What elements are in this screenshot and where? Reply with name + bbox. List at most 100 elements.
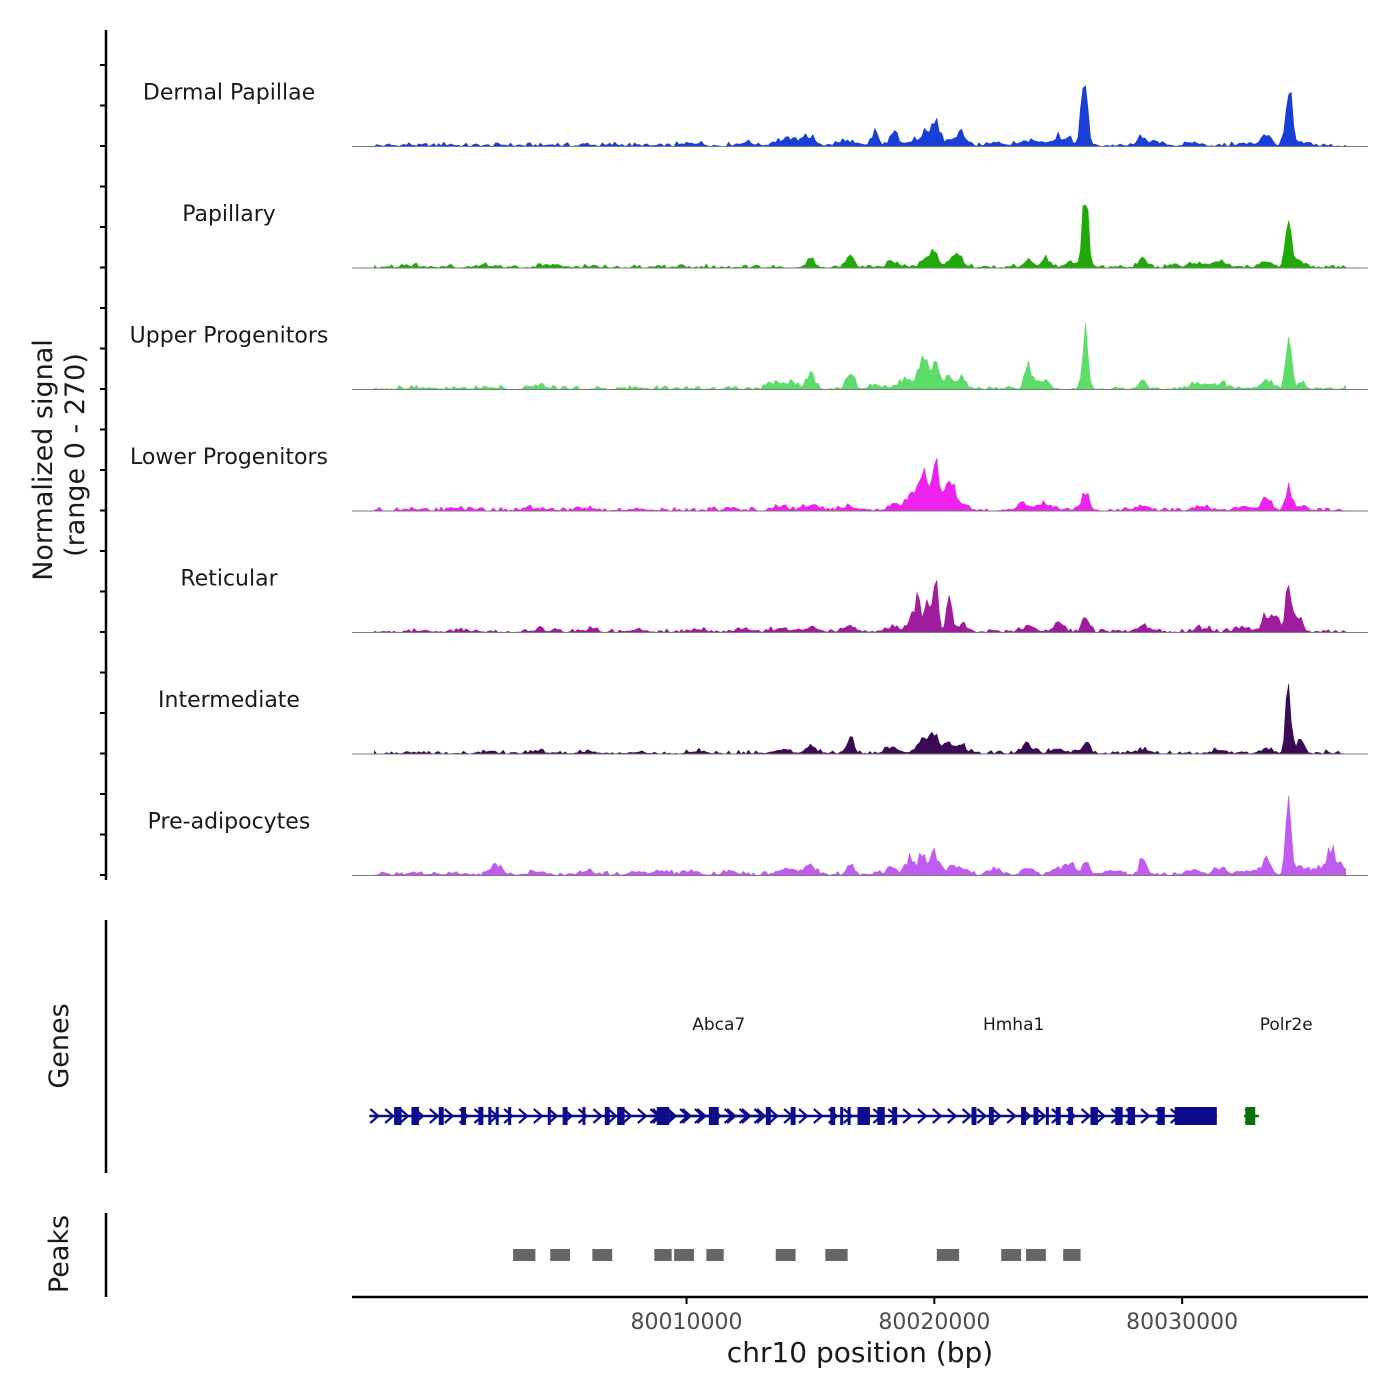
gene-label-hmha1: Hmha1 — [983, 1015, 1044, 1035]
signal-area-5 — [374, 580, 1346, 633]
exon — [1090, 1107, 1098, 1125]
track-label-6: Intermediate — [158, 688, 300, 713]
gene-label-abca7: Abca7 — [692, 1015, 745, 1035]
exon — [892, 1107, 898, 1125]
exon — [547, 1107, 551, 1125]
exon — [708, 1107, 719, 1125]
x-tick-label: 80010000 — [631, 1310, 743, 1335]
exon — [562, 1107, 568, 1125]
y-axis-title: Normalized signal — [28, 339, 59, 581]
exon — [1068, 1107, 1074, 1125]
strand-arrow — [547, 1108, 559, 1124]
exon — [411, 1107, 419, 1125]
exon — [988, 1107, 994, 1125]
x-axis-title: chr10 position (bp) — [727, 1336, 993, 1369]
exon — [394, 1107, 402, 1125]
x-tick-label: 80020000 — [878, 1310, 990, 1335]
signal-area-7 — [374, 795, 1346, 876]
strand-arrow — [723, 1108, 735, 1124]
exon — [478, 1107, 484, 1125]
track-label-2: Papillary — [182, 202, 276, 227]
exon — [617, 1107, 625, 1125]
strand-arrow — [842, 1108, 854, 1124]
strand-arrow — [813, 1108, 824, 1124]
strand-arrow — [961, 1108, 973, 1124]
exon — [1045, 1107, 1049, 1125]
strand-arrow — [976, 1108, 988, 1124]
exon — [1127, 1107, 1136, 1125]
peak-region — [1063, 1249, 1081, 1261]
peak-region — [654, 1249, 672, 1261]
strand-arrow — [443, 1108, 455, 1124]
exon — [1115, 1107, 1123, 1125]
strand-arrow — [503, 1108, 514, 1124]
exon — [488, 1107, 492, 1125]
exon — [508, 1107, 512, 1125]
track-label-4: Lower Progenitors — [130, 445, 328, 470]
strand-arrow — [694, 1108, 705, 1124]
strand-arrow — [429, 1108, 440, 1124]
peak-region — [550, 1249, 571, 1261]
strand-arrow — [592, 1108, 603, 1124]
peak-region — [936, 1249, 960, 1261]
exon — [461, 1107, 466, 1125]
exon — [840, 1107, 844, 1125]
genes-track-title: Genes — [44, 1003, 75, 1088]
strand-arrow — [991, 1108, 1002, 1124]
strand-arrow — [607, 1108, 618, 1124]
signal-area-4 — [374, 458, 1346, 512]
axes: 80010000 80020000 80030000 — [100, 30, 1368, 1335]
strand-arrow — [798, 1108, 809, 1124]
exon — [656, 1107, 670, 1125]
exon — [1033, 1107, 1039, 1125]
exon — [790, 1107, 796, 1125]
strand-arrow — [738, 1108, 750, 1124]
peak-region — [674, 1249, 694, 1261]
strand-arrow — [768, 1108, 779, 1124]
exon — [1174, 1107, 1217, 1125]
peak-region — [706, 1249, 724, 1261]
peak-region — [1001, 1249, 1022, 1261]
exon — [582, 1107, 586, 1125]
strand-arrow — [1080, 1108, 1092, 1124]
peak-track — [513, 1249, 1081, 1261]
peak-region — [825, 1249, 848, 1261]
signal-area-1 — [374, 85, 1346, 147]
strand-arrow — [637, 1108, 648, 1124]
y-axis-title-range: (range 0 - 270) — [60, 353, 91, 557]
x-tick-label: 80030000 — [1126, 1310, 1238, 1335]
signal-area-6 — [374, 683, 1346, 755]
strand-arrow — [533, 1108, 544, 1124]
exon — [604, 1107, 610, 1125]
strand-arrow — [1036, 1108, 1047, 1124]
exon — [1021, 1107, 1027, 1125]
strand-arrow — [369, 1108, 380, 1124]
exon — [830, 1107, 836, 1125]
exon — [877, 1107, 885, 1125]
strand-arrow — [577, 1108, 589, 1124]
strand-arrow — [622, 1108, 633, 1124]
strand-arrow — [679, 1108, 690, 1124]
gene-track: Abca7 Hmha1 Polr2e — [369, 1015, 1313, 1125]
strand-arrow — [399, 1108, 410, 1124]
strand-arrow — [932, 1108, 943, 1124]
signal-area-3 — [374, 322, 1346, 390]
strand-arrow — [1006, 1108, 1017, 1124]
peak-region — [592, 1249, 613, 1261]
gene-label-polr2e: Polr2e — [1260, 1015, 1313, 1035]
exon — [438, 1107, 444, 1125]
exon — [857, 1107, 870, 1125]
exon — [495, 1107, 499, 1125]
strand-arrow — [902, 1108, 913, 1124]
exon — [971, 1107, 977, 1125]
signal-area-2 — [374, 204, 1346, 269]
strand-arrow — [518, 1108, 529, 1124]
exon — [1157, 1107, 1165, 1125]
exon — [765, 1107, 771, 1125]
peak-region — [1026, 1249, 1046, 1261]
strand-arrow — [753, 1108, 765, 1124]
exon — [1245, 1107, 1256, 1125]
exon — [847, 1107, 851, 1125]
signal-tracks: Dermal Papillae Papillary Upper Progenitor… — [130, 81, 1368, 876]
